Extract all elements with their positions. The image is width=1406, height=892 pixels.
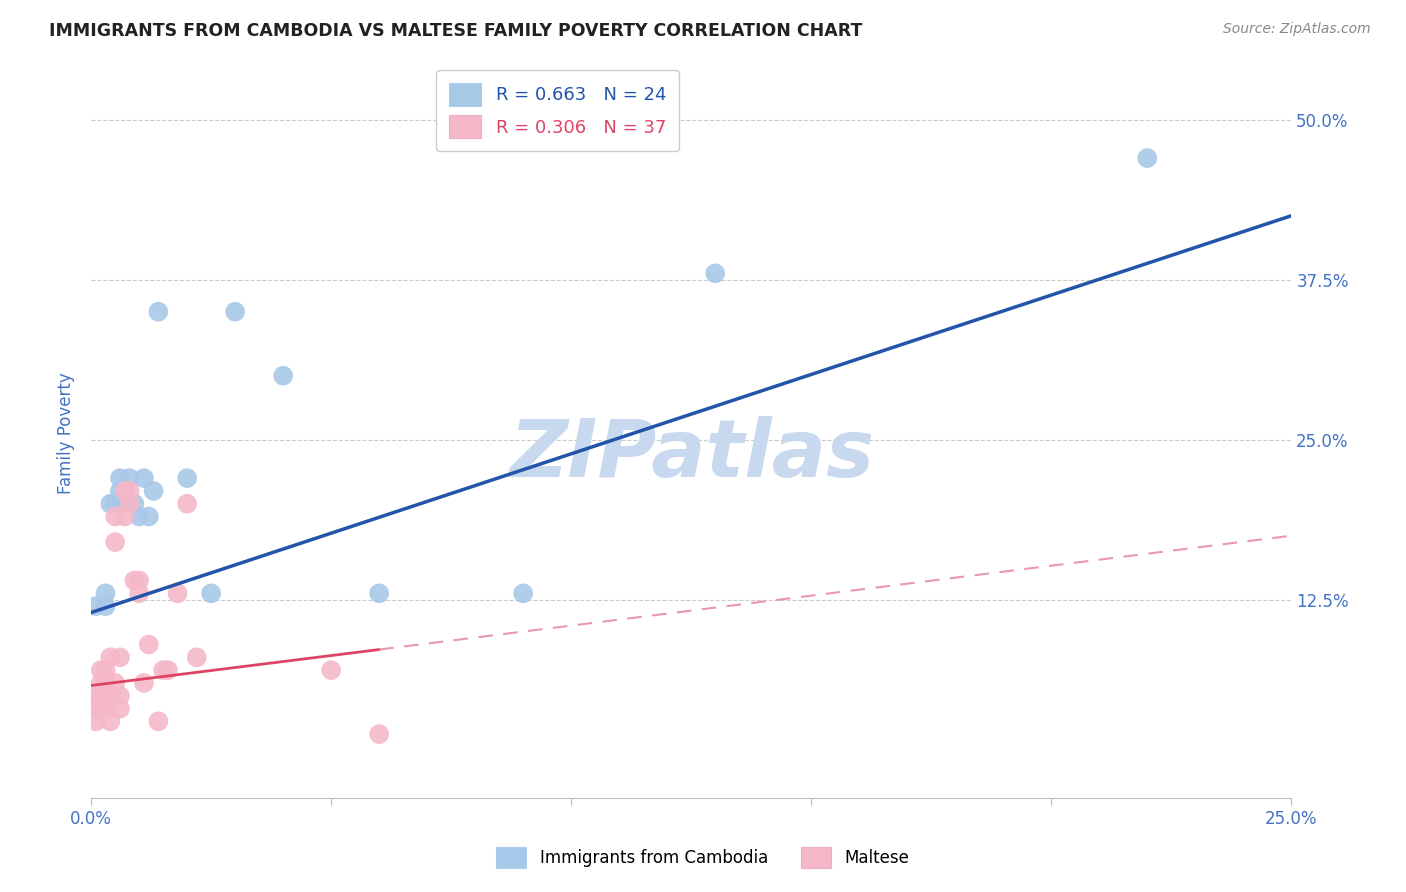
Point xyxy=(152,663,174,677)
Point xyxy=(84,689,107,703)
Point xyxy=(118,497,141,511)
Point xyxy=(108,483,131,498)
Point xyxy=(128,509,150,524)
Point xyxy=(166,586,188,600)
Text: IMMIGRANTS FROM CAMBODIA VS MALTESE FAMILY POVERTY CORRELATION CHART: IMMIGRANTS FROM CAMBODIA VS MALTESE FAMI… xyxy=(49,22,863,40)
Point xyxy=(84,714,107,729)
Point xyxy=(104,676,127,690)
Point xyxy=(124,497,146,511)
Point xyxy=(128,574,150,588)
Point xyxy=(512,586,534,600)
Point xyxy=(138,509,160,524)
Point xyxy=(98,497,121,511)
Point xyxy=(108,701,131,715)
Point xyxy=(128,586,150,600)
Point xyxy=(94,586,117,600)
Point xyxy=(176,497,198,511)
Text: Source: ZipAtlas.com: Source: ZipAtlas.com xyxy=(1223,22,1371,37)
Point xyxy=(90,689,112,703)
Point xyxy=(271,368,294,383)
Point xyxy=(132,676,155,690)
Point xyxy=(142,483,165,498)
Point xyxy=(90,701,112,715)
Point xyxy=(104,497,127,511)
Point xyxy=(138,638,160,652)
Y-axis label: Family Poverty: Family Poverty xyxy=(58,373,75,494)
Point xyxy=(84,599,107,614)
Legend: Immigrants from Cambodia, Maltese: Immigrants from Cambodia, Maltese xyxy=(489,840,917,875)
Point xyxy=(368,586,391,600)
Point xyxy=(118,471,141,485)
Point xyxy=(108,689,131,703)
Point xyxy=(1136,151,1159,165)
Point xyxy=(114,483,136,498)
Point xyxy=(108,471,131,485)
Point xyxy=(114,497,136,511)
Point xyxy=(114,483,136,498)
Point xyxy=(148,714,170,729)
Text: ZIPatlas: ZIPatlas xyxy=(509,417,873,494)
Point xyxy=(118,483,141,498)
Point xyxy=(224,304,246,318)
Point xyxy=(98,689,121,703)
Point xyxy=(321,663,343,677)
Point xyxy=(94,599,117,614)
Point xyxy=(108,650,131,665)
Point xyxy=(176,471,198,485)
Point xyxy=(94,701,117,715)
Point xyxy=(148,304,170,318)
Point xyxy=(104,509,127,524)
Point xyxy=(94,663,117,677)
Point xyxy=(90,663,112,677)
Point xyxy=(124,574,146,588)
Point xyxy=(98,650,121,665)
Point xyxy=(94,689,117,703)
Point xyxy=(94,676,117,690)
Legend: R = 0.663   N = 24, R = 0.306   N = 37: R = 0.663 N = 24, R = 0.306 N = 37 xyxy=(436,70,679,151)
Point xyxy=(704,266,727,280)
Point xyxy=(98,714,121,729)
Point xyxy=(156,663,179,677)
Point xyxy=(104,535,127,549)
Point xyxy=(200,586,222,600)
Point xyxy=(84,701,107,715)
Point xyxy=(132,471,155,485)
Point xyxy=(114,509,136,524)
Point xyxy=(368,727,391,741)
Point xyxy=(186,650,208,665)
Point xyxy=(90,676,112,690)
